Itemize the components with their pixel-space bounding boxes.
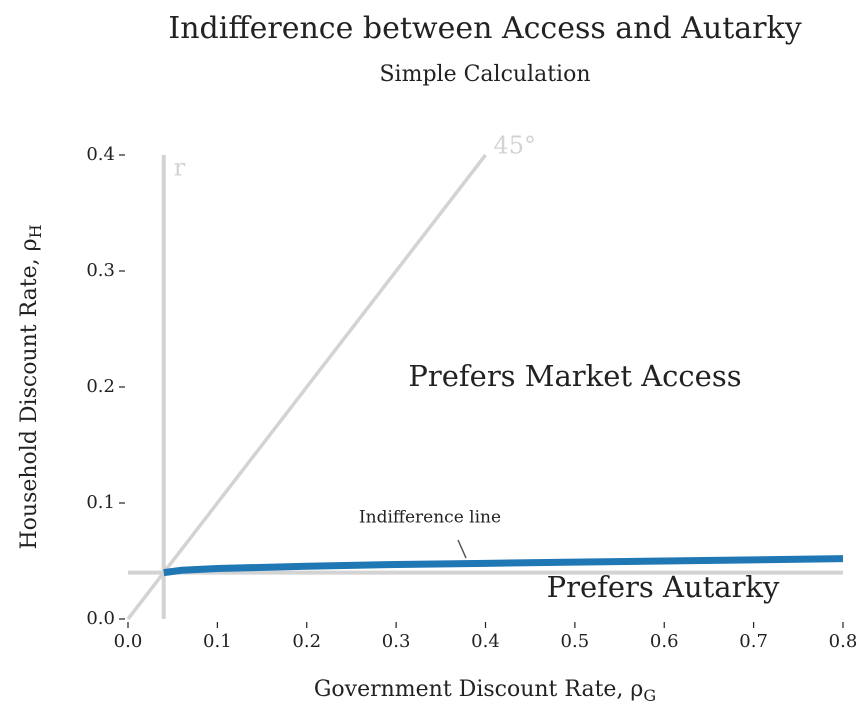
x-axis-label: Government Discount Rate, ρG [314,677,656,705]
x-tick-label: 0.0 [114,631,143,652]
x-tick-label: 0.6 [650,631,679,652]
indifference-line [163,555,844,577]
annotation-arrow [457,539,467,559]
x-axis-label-text: Government Discount Rate, ρ [314,677,644,702]
diagonal-label: 45° [494,132,537,160]
y-tick-label: 0.4 [86,144,115,165]
chart-subtitle: Simple Calculation [379,62,590,87]
annotation: Prefers Market Access [408,359,741,393]
x-tick-label: 0.7 [739,631,768,652]
x-axis-label-subscript: G [643,686,656,705]
x-tick-label: 0.4 [471,631,500,652]
y-axis-label-text: Household Discount Rate, ρ [17,238,42,549]
y-axis-label-subscript: H [26,224,45,238]
diagonal-line [126,153,487,621]
chart-title: Indifference between Access and Autarky [168,11,801,46]
x-tick-label: 0.3 [382,631,411,652]
r-label: r [174,154,186,182]
annotation: Prefers Autarky [547,570,780,604]
x-tick-label: 0.2 [292,631,321,652]
x-tick-label: 0.5 [561,631,590,652]
x-tick-label: 0.8 [829,631,858,652]
y-tick-label: 0.2 [86,376,115,397]
y-axis-label: Household Discount Rate, ρH [17,224,45,549]
y-tick-label: 0.0 [86,608,115,629]
series-label: Indifference line [359,508,501,528]
x-tick-label: 0.1 [203,631,232,652]
y-tick-label: 0.1 [86,492,115,513]
y-tick-label: 0.3 [86,260,115,281]
